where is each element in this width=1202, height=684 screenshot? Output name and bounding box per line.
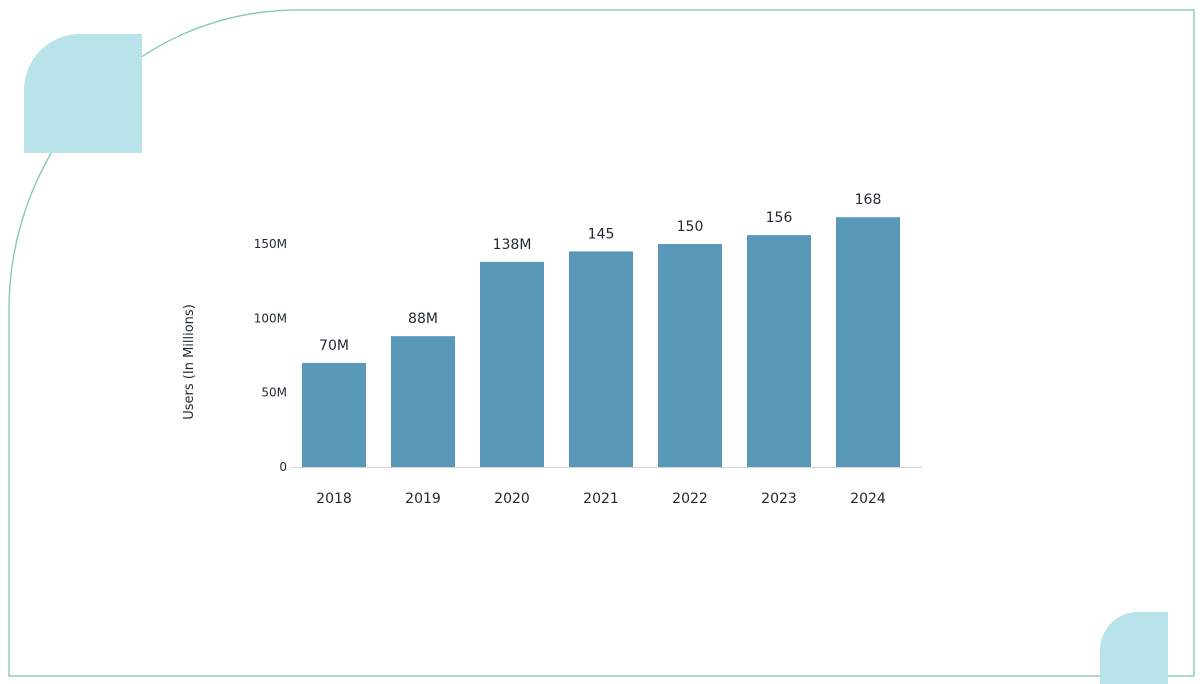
data-label: 138M: [493, 237, 532, 253]
bar: [391, 336, 455, 467]
y-axis-title: Users (In Millions): [182, 304, 197, 420]
bar: [658, 244, 722, 467]
data-label: 168: [855, 192, 882, 208]
y-axis-ticks: 0 50M 100M 150M: [254, 237, 287, 474]
x-tick-label: 2019: [405, 491, 441, 507]
bar: [302, 362, 366, 467]
y-tick-label: 100M: [254, 311, 287, 325]
x-tick-label: 2021: [583, 491, 619, 507]
x-axis-labels: 2018 2019 2020 2021 2022 2023 2024: [316, 491, 886, 507]
x-tick-label: 2023: [761, 491, 797, 507]
data-label: 145: [588, 226, 615, 242]
data-label: 150: [677, 219, 704, 235]
bar: [836, 217, 900, 467]
x-tick-label: 2018: [316, 491, 352, 507]
x-tick-label: 2020: [494, 491, 530, 507]
y-tick-label: 0: [279, 460, 287, 474]
y-tick-label: 150M: [254, 237, 287, 251]
x-tick-label: 2024: [850, 491, 886, 507]
bar: [569, 251, 633, 467]
accent-shape-bottom-right: [1100, 612, 1168, 684]
bar: [747, 235, 811, 467]
data-label: 156: [766, 210, 793, 226]
bars: [302, 217, 900, 467]
data-label: 88M: [408, 311, 438, 327]
y-tick-label: 50M: [261, 386, 287, 400]
x-tick-label: 2022: [672, 491, 708, 507]
data-labels: 70M 88M 138M 145 150 156 168: [319, 192, 881, 354]
data-label: 70M: [319, 338, 349, 354]
bar: [480, 261, 544, 467]
accent-shape-top-left: [24, 34, 142, 153]
